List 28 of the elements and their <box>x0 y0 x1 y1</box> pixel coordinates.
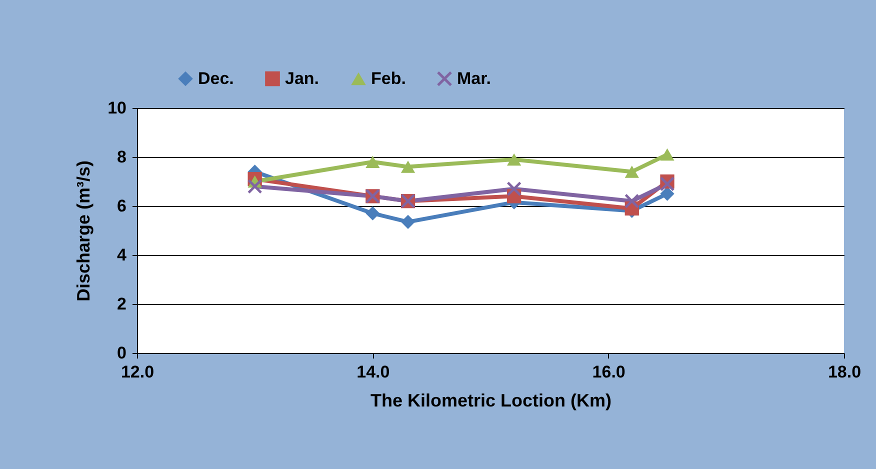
point <box>366 206 380 220</box>
point <box>660 176 674 192</box>
point <box>506 153 522 166</box>
y-tick-label: 4 <box>117 246 128 264</box>
point <box>660 148 674 161</box>
x-tick-label: 14.0 <box>356 362 390 382</box>
legend-label: Dec. <box>198 68 234 88</box>
y-tick-label: 8 <box>117 148 126 166</box>
x-tick-label: 18.0 <box>828 362 862 382</box>
point <box>248 179 262 194</box>
y-tick-label: 6 <box>117 196 126 216</box>
point <box>660 186 674 201</box>
y-tick-label: 2 <box>117 294 126 314</box>
point <box>624 194 639 208</box>
x-tick-label: 12.0 <box>120 362 154 382</box>
legend-label: Feb. <box>371 68 406 88</box>
x-tick-label: 16.0 <box>592 362 626 382</box>
point <box>366 156 380 168</box>
y-tick-label: 10 <box>108 98 126 118</box>
legend-label: Mar. <box>457 68 492 88</box>
point <box>400 160 416 173</box>
point <box>400 214 416 229</box>
y-axis-title: Discharge (m³/s) <box>74 160 94 302</box>
point <box>506 182 522 196</box>
y-tick-label: 0 <box>117 344 126 362</box>
x-axis-title: The Kilometric Loction (Km) <box>370 390 612 410</box>
legend-label: Jan. <box>285 68 320 88</box>
point <box>624 166 639 178</box>
